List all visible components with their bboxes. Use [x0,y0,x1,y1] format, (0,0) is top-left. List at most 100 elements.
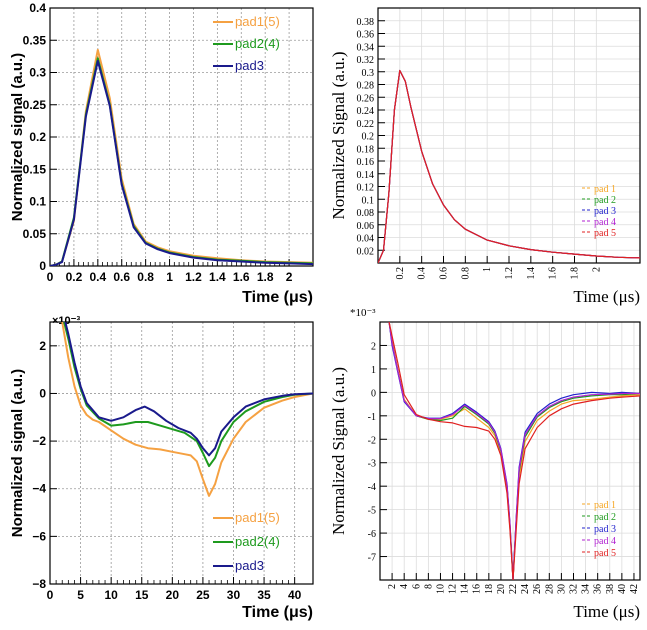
x-tick-label: 24 [520,584,531,594]
y-tick-label: 0.06 [357,221,375,232]
x-tick-label: 6 [411,584,422,589]
y-tick-label: 0.38 [357,17,375,28]
x-axis-label: Time (μs) [242,289,313,306]
x-tick-label: 0.4 [89,270,106,284]
y-tick-label: 0.04 [357,234,375,245]
y-tick-label: 0.15 [23,162,47,176]
x-tick-label: 1.6 [548,267,559,280]
legend-label: pad 3 [594,206,616,217]
x-tick-label: 34 [581,584,592,594]
y-tick-label: 0.25 [23,98,47,112]
y-tick-label: 0 [39,259,46,273]
legend-label: pad 5 [594,228,616,239]
legend-label: pad2(4) [235,534,280,549]
y-tick-label: -6 [368,529,376,540]
y-tick-label: 0.36 [357,30,375,41]
axis-exponent-label: ×10⁻³ [52,315,80,327]
legend-label: pad 5 [594,548,616,559]
x-tick-label: 0.8 [460,267,471,280]
chart-panel-tl: 0 0.2 0.4 0.6 0.8 1 1.2 1.4 1.6 1.8 2 0 0.05 0.1 0.15 0… [9,1,314,306]
x-tick-label: 8 [423,584,434,589]
x-tick-label: 36 [593,584,604,594]
y-tick-label: 0.12 [357,183,375,194]
x-tick-label: 20 [496,584,507,594]
x-tick-label: 2 [591,267,602,272]
legend-label: pad 1 [594,500,616,511]
x-tick-label: 2 [387,584,398,589]
chart-panel-br: 2 4 6 8 10 12 14 16 18 20 22 24 26 28 30 32 34 36 38 40 42-7… [329,307,641,621]
series-line-pad-5 [388,322,640,580]
y-tick-label: 1 [371,365,376,376]
x-tick-label: 10 [104,588,118,602]
x-tick-label: 22 [508,584,519,594]
x-axis-label: Time (μs) [573,602,640,621]
x-tick-label: 4 [399,584,410,589]
legend-label: pad2(4) [235,36,280,51]
y-axis-label: Normalized signal (a.u.) [9,369,26,537]
x-tick-label: 0.4 [417,267,428,280]
y-tick-label: 0.02 [357,246,375,257]
y-tick-label: -7 [368,553,376,564]
y-tick-label: 0.28 [357,81,375,92]
y-tick-label: 2 [371,341,376,352]
plot-frame [49,321,314,585]
y-tick-label: -4 [368,482,376,493]
x-tick-label: 42 [629,584,640,594]
y-tick-label: −4 [32,482,46,496]
x-tick-label: 12 [448,584,459,594]
legend-label: pad3 [235,58,264,73]
legend-label: pad 2 [594,195,616,206]
plot-frame [379,321,641,581]
y-tick-label: 0.22 [357,119,375,130]
series-line-pad1-5- [50,48,313,266]
y-tick-label: 0.05 [23,227,47,241]
y-tick-label: -1 [368,412,376,423]
chart-panel-bl: 0 5 10 15 20 25 30 35 40 −8 −6 −4 −2 0 2 Time (μs) Norma… [9,315,314,621]
y-tick-label: 0.24 [357,106,375,117]
y-axis-label: Normalized signal (a.u.) [9,53,26,221]
legend-label: pad1(5) [235,14,280,29]
x-tick-label: 0.2 [395,267,406,280]
y-tick-label: 0.1 [29,195,46,209]
x-tick-label: 0 [47,588,54,602]
chart-panel-tr: 0.2 0.4 0.6 0.8 1 1.2 1.4 1.6 1.8 2 0.020.04 0.06 0.… [329,7,641,306]
y-tick-label: 0.32 [357,55,375,66]
x-tick-label: 5 [77,588,84,602]
series-line-pad2-4- [63,322,313,468]
x-axis-label: Time (μs) [573,287,640,306]
y-tick-label: 0.14 [357,170,375,181]
legend-label: pad 1 [594,184,616,195]
x-tick-label: 1 [166,270,173,284]
y-axis-label: Normalized Signal (a.u.) [329,51,348,219]
y-tick-label: 0 [39,386,46,400]
x-tick-label: 18 [484,584,495,594]
x-tick-label: 1.2 [504,267,515,280]
x-tick-label: 1.6 [233,270,250,284]
x-tick-label: 32 [568,584,579,594]
y-tick-label: 0.35 [23,33,47,47]
x-tick-label: 0.6 [113,270,130,284]
x-tick-label: 0.6 [439,267,450,280]
legend: pad1(5) pad2(4) pad3 [213,14,280,73]
y-tick-label: 0.1 [362,195,375,206]
axis-exponent-label: *10⁻³ [350,307,376,319]
y-tick-label: 0.16 [357,157,375,168]
y-tick-label: 0.2 [29,130,46,144]
x-tick-label: 26 [532,584,543,594]
series-group [50,48,313,266]
x-tick-label: 35 [257,588,271,602]
y-tick-label: -2 [368,435,376,446]
series-line-pad-5 [378,69,640,263]
series-group [388,322,640,580]
legend-label: pad1(5) [235,510,280,525]
x-tick-label: 38 [605,584,616,594]
y-tick-label: 0.26 [357,93,375,104]
x-tick-label: 1.2 [185,270,202,284]
x-tick-label: 1.8 [570,267,581,280]
x-tick-label: 16 [472,584,483,594]
x-tick-label: 30 [556,584,567,594]
x-tick-label: 0.2 [66,270,83,284]
y-tick-label: 0 [371,388,376,399]
